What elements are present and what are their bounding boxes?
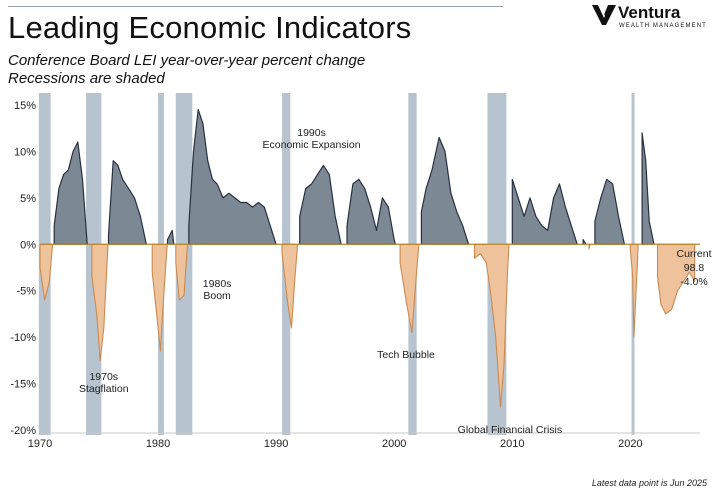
subtitle-line-2: Recessions are shaded (8, 70, 165, 87)
annotation-1980s-boom: 1980s Boom (203, 278, 232, 302)
y-tick-label: -10% (10, 332, 36, 344)
x-tick-label: 1980 (146, 438, 170, 450)
annotation-line: Tech Bubble (377, 349, 435, 361)
annotation-1970s-stagflation: 1970s Stagflation (79, 371, 129, 395)
chart-subtitle: Conference Board LEI year-over-year perc… (8, 52, 365, 88)
positive-area (53, 109, 655, 245)
annotation-line: Current (676, 248, 711, 260)
annotation-line: Global Financial Crisis (458, 424, 562, 436)
annotation-gfc: Global Financial Crisis (458, 424, 562, 436)
lei-area (39, 109, 696, 408)
annotation-line: Stagflation (79, 383, 129, 395)
y-tick-label: 5% (20, 193, 36, 205)
negative-area (39, 243, 696, 408)
page-title: Leading Economic Indicators (8, 10, 412, 45)
brand-logo: Ventura WEALTH MANAGEMENT (592, 3, 720, 30)
y-tick-label: -15% (10, 379, 36, 391)
annotations: 1970s Stagflation 1980s Boom 1990s Economic E… (79, 127, 712, 436)
subtitle-line-1: Conference Board LEI year-over-year perc… (8, 52, 366, 69)
brand-tagline: WEALTH MANAGEMENT (619, 23, 707, 29)
brand-name: Ventura (618, 3, 681, 22)
y-tick-label: 0% (20, 239, 36, 251)
axes: 15% 10% 5% 0% -5% -10% -15% -20%1970 1980 1990 200… (10, 100, 700, 450)
y-tick-label: -5% (16, 286, 36, 298)
annotation-line: 1970s (89, 371, 118, 383)
x-tick-label: 1970 (28, 438, 52, 450)
annotation-1990s-expansion: 1990s Economic Expansion (263, 127, 361, 151)
x-tick-label: 2010 (500, 438, 524, 450)
x-tick-label: 2020 (618, 438, 642, 450)
y-tick-label: 15% (14, 100, 36, 112)
annotation-line: 1990s (297, 127, 326, 139)
annotation-line: 1980s (203, 278, 232, 290)
annotation-current: Current 98.8 -4.0% (676, 248, 711, 288)
annotation-line: Economic Expansion (263, 139, 361, 151)
y-tick-label: 10% (14, 146, 36, 158)
annotation-tech-bubble: Tech Bubble (377, 349, 435, 361)
x-tick-label: 1990 (264, 438, 288, 450)
x-tick-label: 2000 (382, 438, 406, 450)
annotation-line: Boom (203, 290, 231, 302)
ventura-v-icon (592, 5, 616, 25)
y-tick-label: -20% (10, 425, 36, 437)
header-rule (8, 6, 503, 7)
annotation-line: -4.0% (680, 276, 707, 288)
data-footnote: Latest data point is Jun 2025 (591, 478, 707, 488)
annotation-line: 98.8 (684, 262, 705, 274)
